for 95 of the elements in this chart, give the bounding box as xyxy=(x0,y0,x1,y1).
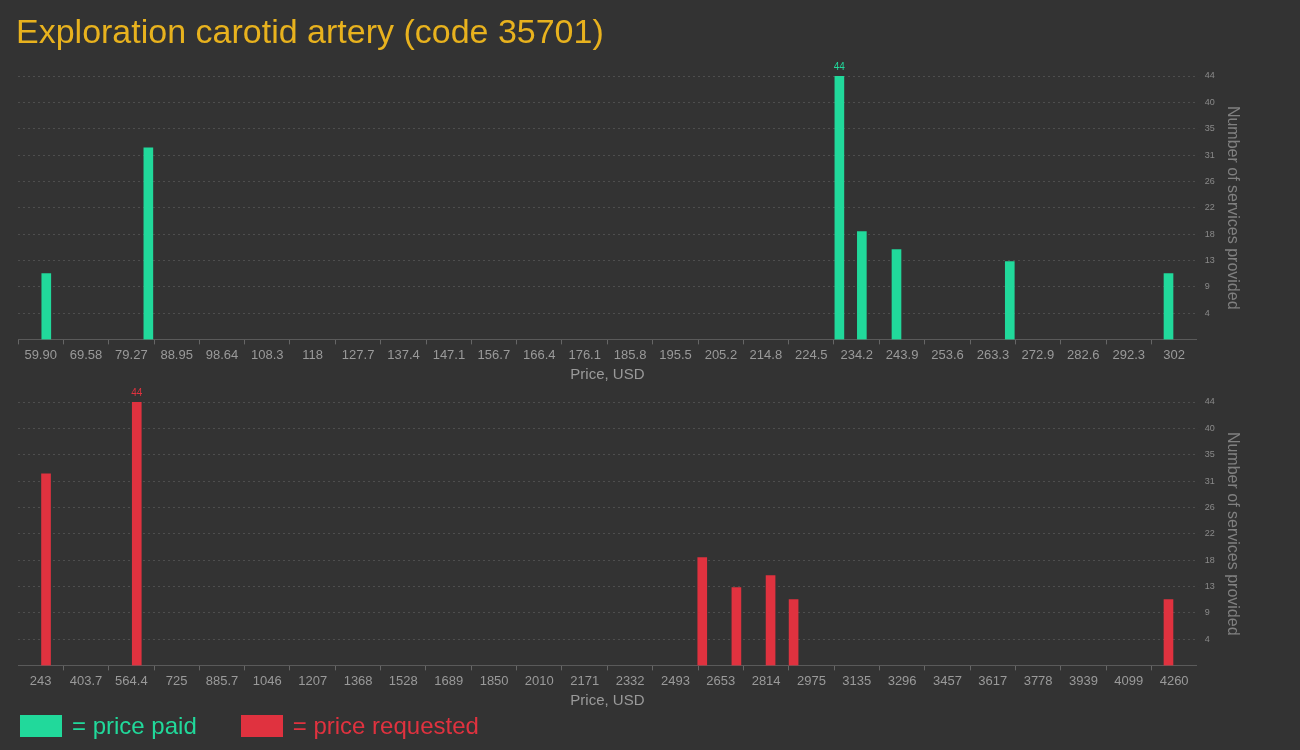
y-tick-label: 35 xyxy=(1204,449,1215,460)
bar xyxy=(857,231,867,340)
data-label: 44 xyxy=(131,386,143,398)
x-tick-label: 1046 xyxy=(252,672,282,688)
bar xyxy=(697,557,708,666)
x-tick-label: 98.64 xyxy=(205,346,239,362)
x-tick-label: 137.4 xyxy=(387,346,420,362)
x-tick-label: 185.8 xyxy=(613,346,647,362)
x-tick-label: 234.2 xyxy=(840,346,873,362)
x-tick-label: 88.95 xyxy=(160,346,193,362)
y-tick-label: 44 xyxy=(1204,396,1215,407)
y-tick-label: 22 xyxy=(1204,202,1215,213)
x-tick-label: 292.3 xyxy=(1112,346,1145,362)
x-axis-title: Price, USD xyxy=(570,691,645,709)
x-tick-label: 2332 xyxy=(615,672,645,688)
legend-label: = price requested xyxy=(292,712,479,740)
x-tick-label: 156.7 xyxy=(477,346,511,362)
data-label: 44 xyxy=(833,60,846,72)
x-tick-label: 214.8 xyxy=(749,346,783,362)
x-tick-label: 195.5 xyxy=(659,346,692,362)
y-tick-label: 4 xyxy=(1204,633,1210,644)
bar xyxy=(131,402,142,666)
y-tick-label: 4 xyxy=(1204,307,1210,318)
x-tick-label: 3617 xyxy=(978,672,1008,688)
y-tick-label: 40 xyxy=(1204,96,1215,107)
x-tick-label: 885.7 xyxy=(205,672,239,688)
x-tick-label: 3778 xyxy=(1023,672,1053,688)
x-tick-label: 1368 xyxy=(343,672,373,688)
x-tick-label: 2975 xyxy=(797,672,826,688)
x-tick-label: 2171 xyxy=(570,672,600,688)
x-axis-title: Price, USD xyxy=(570,365,645,383)
x-tick-label: 147.1 xyxy=(432,346,466,362)
chart-title: Exploration carotid artery (code 35701) xyxy=(15,11,605,52)
x-tick-label: 2493 xyxy=(661,672,690,688)
y-tick-label: 31 xyxy=(1204,475,1215,486)
x-tick-label: 243.9 xyxy=(885,346,919,362)
y-axis-title: Number of services provided xyxy=(1224,431,1242,636)
bar xyxy=(41,273,52,340)
x-tick-label: 1528 xyxy=(388,672,418,688)
bar xyxy=(143,147,154,340)
bar xyxy=(1004,261,1015,340)
x-tick-label: 166.4 xyxy=(523,346,556,362)
x-tick-label: 1689 xyxy=(434,672,464,688)
bar xyxy=(891,249,902,340)
x-tick-label: 2010 xyxy=(524,672,554,688)
x-tick-label: 3135 xyxy=(842,672,872,688)
x-tick-label: 108.3 xyxy=(250,346,284,362)
x-tick-label: 79.27 xyxy=(115,346,148,362)
y-tick-label: 9 xyxy=(1204,607,1210,618)
y-tick-label: 35 xyxy=(1204,123,1215,134)
bar xyxy=(1163,599,1174,666)
y-tick-label: 44 xyxy=(1204,70,1215,81)
x-tick-label: 1850 xyxy=(479,672,509,688)
bar xyxy=(788,599,799,666)
y-tick-label: 26 xyxy=(1204,501,1215,512)
bar xyxy=(41,473,51,666)
y-tick-label: 13 xyxy=(1204,580,1215,591)
y-tick-label: 18 xyxy=(1204,554,1215,565)
x-tick-label: 253.6 xyxy=(931,346,964,362)
y-tick-label: 18 xyxy=(1204,228,1215,239)
x-tick-label: 224.5 xyxy=(795,346,828,362)
x-tick-label: 69.58 xyxy=(69,346,103,362)
x-tick-label: 272.9 xyxy=(1021,346,1055,362)
y-tick-label: 22 xyxy=(1204,528,1215,539)
bar xyxy=(834,76,845,340)
x-tick-label: 263.3 xyxy=(976,346,1010,362)
bar xyxy=(765,575,776,666)
x-tick-label: 2653 xyxy=(706,672,736,688)
x-tick-label: 2814 xyxy=(751,672,781,688)
x-tick-label: 4260 xyxy=(1159,672,1189,688)
y-tick-label: 9 xyxy=(1204,281,1210,292)
x-tick-label: 3939 xyxy=(1069,672,1099,688)
bar xyxy=(731,587,742,666)
x-tick-label: 302 xyxy=(1163,346,1185,362)
x-tick-label: 205.2 xyxy=(704,346,738,362)
y-tick-label: 31 xyxy=(1204,149,1215,160)
x-tick-label: 3296 xyxy=(887,672,917,688)
y-tick-label: 26 xyxy=(1204,175,1215,186)
x-tick-label: 403.7 xyxy=(69,672,103,688)
bar xyxy=(1163,273,1174,340)
y-tick-label: 40 xyxy=(1204,422,1215,433)
x-tick-label: 3457 xyxy=(933,672,962,688)
x-tick-label: 282.6 xyxy=(1067,346,1100,362)
x-tick-label: 564.4 xyxy=(115,672,148,688)
x-tick-label: 59.90 xyxy=(24,346,57,362)
y-tick-label: 13 xyxy=(1204,254,1215,265)
y-axis-title: Number of services provided xyxy=(1224,105,1242,310)
x-tick-label: 118 xyxy=(302,346,324,362)
legend-label: = price paid xyxy=(72,712,197,740)
x-tick-label: 243 xyxy=(29,672,52,688)
x-tick-label: 127.7 xyxy=(341,346,375,362)
x-tick-label: 1207 xyxy=(298,672,328,688)
x-tick-label: 725 xyxy=(165,672,188,688)
x-tick-label: 4099 xyxy=(1114,672,1144,688)
x-tick-label: 176.1 xyxy=(568,346,601,362)
